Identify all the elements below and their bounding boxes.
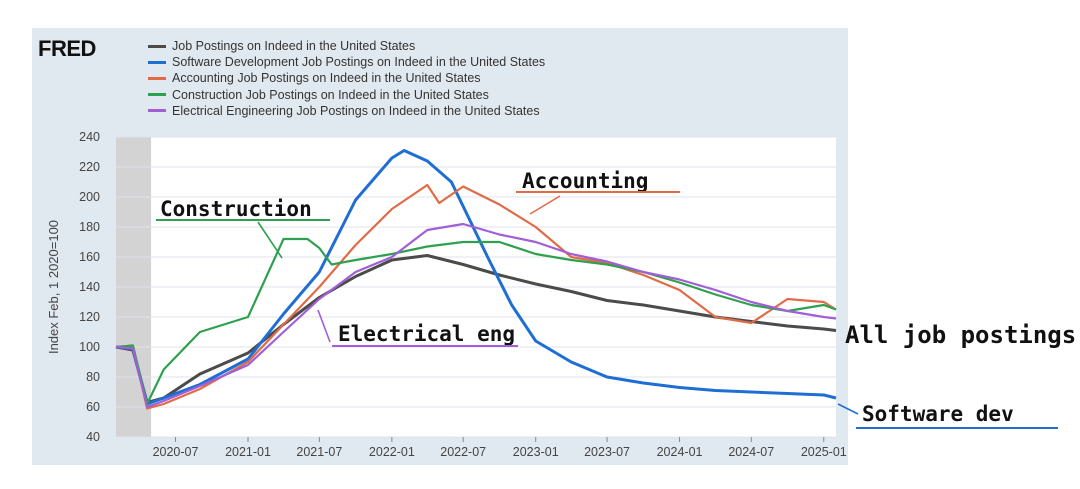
y-tick-label: 160 [79, 250, 100, 264]
legend-item: Construction Job Postings on Indeed in t… [148, 87, 545, 103]
x-tick-label: 2021-01 [225, 445, 271, 459]
series-line [115, 149, 837, 406]
legend-label: Construction Job Postings on Indeed in t… [172, 87, 489, 102]
series-line [115, 237, 837, 406]
y-tick-label: 200 [79, 190, 100, 204]
x-tick-label: 2025-01 [801, 445, 847, 459]
fred-logo: FRED [38, 36, 96, 61]
x-tick-label: 2024-07 [728, 445, 774, 459]
annotation-arrow [257, 221, 283, 259]
annotation-label: Electrical eng [338, 322, 515, 346]
legend-swatch [148, 60, 166, 64]
legend-label: Software Development Job Postings on Ind… [172, 55, 546, 70]
annotation-label: Software dev [862, 402, 1014, 426]
x-tick-label: 2022-01 [369, 445, 415, 459]
legend-item: Job Postings on Indeed in the United Sta… [148, 38, 545, 54]
series-line [115, 183, 837, 410]
x-tick-label: 2020-07 [153, 445, 199, 459]
x-tick-label: 2023-07 [584, 445, 630, 459]
legend-item: Electrical Engineering Job Postings on I… [148, 103, 545, 119]
legend-item: Software Development Job Postings on Ind… [148, 54, 545, 70]
annotation-label: Accounting [522, 169, 648, 193]
y-tick-label: 80 [86, 370, 100, 384]
handwritten-annotations: Construction Accounting Electrical eng All … [156, 169, 1076, 429]
y-tick-label: 140 [79, 280, 100, 294]
legend-label: Job Postings on Indeed in the United Sta… [172, 39, 416, 53]
y-tick-label: 180 [79, 220, 100, 234]
x-tick-label: 2024-01 [657, 445, 703, 459]
annotation-arrow [529, 195, 561, 215]
annotation-label: Construction [160, 197, 312, 221]
legend-item: Accounting Job Postings on Indeed in the… [148, 70, 545, 86]
legend-swatch [148, 44, 166, 48]
annotation-label: All job postings [845, 321, 1076, 349]
annotation-arrow [837, 403, 859, 415]
y-tick-label: 120 [79, 310, 100, 324]
plot-area: 40 60 80 100 120 140 160 180 200 220 240 2020-07 202… [46, 130, 847, 459]
x-tick-label: 2022-07 [440, 445, 486, 459]
x-tick-label: 2023-01 [513, 445, 559, 459]
legend-swatch [148, 109, 166, 113]
y-tick-label: 100 [79, 340, 100, 354]
legend-swatch [148, 93, 166, 97]
annotation-arrow [317, 309, 331, 343]
y-tick-label: 40 [86, 430, 100, 444]
x-tick-label: 2021-07 [296, 445, 342, 459]
y-axis-label: Index Feb, 1 2020=100 [46, 220, 61, 354]
y-tick-label: 240 [79, 130, 100, 144]
y-tick-label: 220 [79, 160, 100, 174]
y-tick-label: 60 [86, 400, 100, 414]
legend-label: Electrical Engineering Job Postings on I… [172, 103, 540, 118]
legend-swatch [148, 77, 166, 80]
legend-label: Accounting Job Postings on Indeed in the… [172, 71, 481, 86]
legend: Job Postings on Indeed in the United Sta… [148, 38, 545, 119]
series-line [115, 222, 837, 409]
